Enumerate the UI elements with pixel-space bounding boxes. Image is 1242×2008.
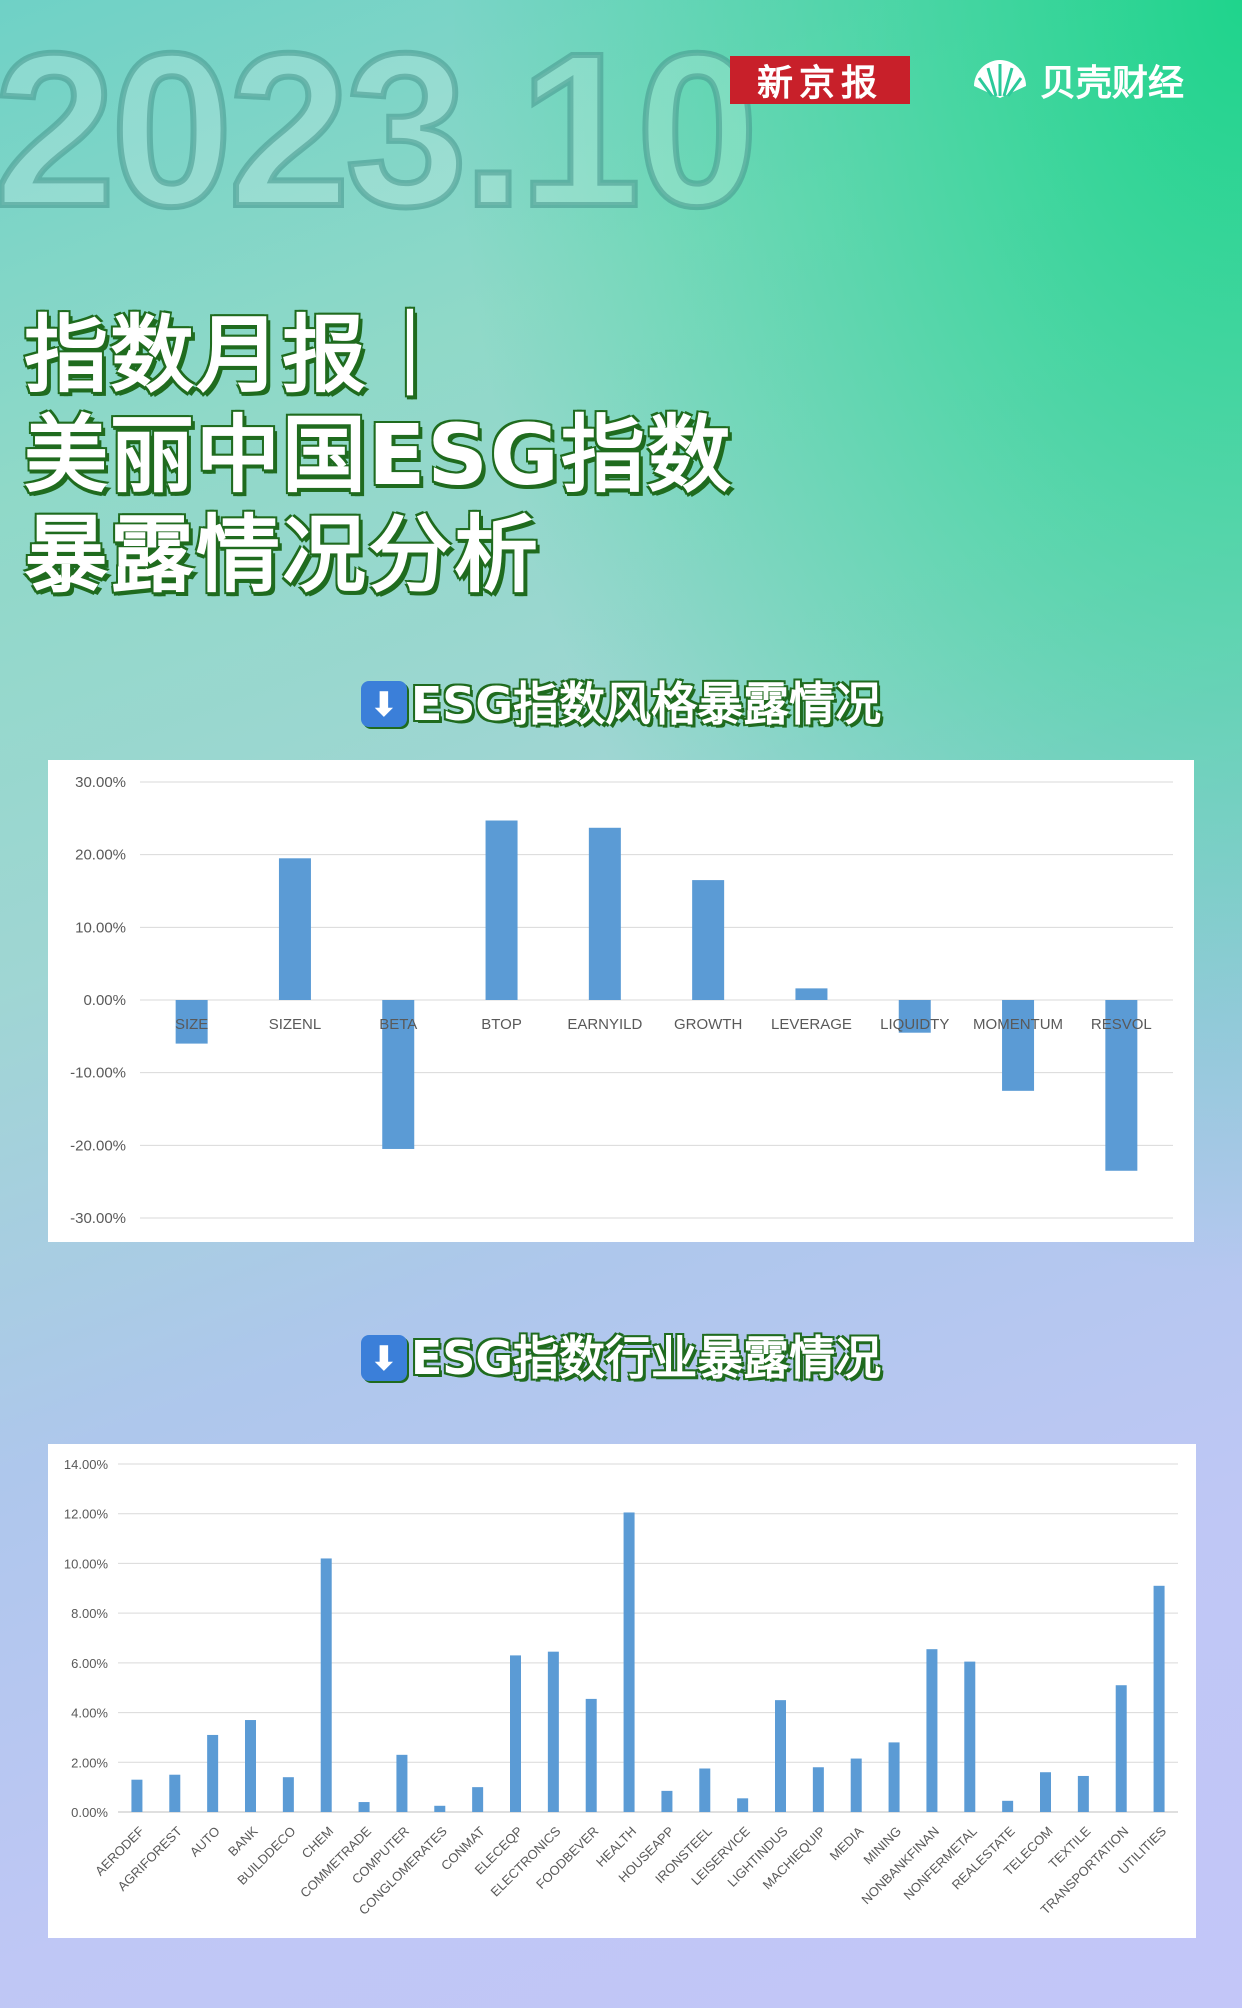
bar: [245, 1720, 256, 1812]
bar: [1115, 1685, 1127, 1812]
bar: [699, 1768, 711, 1812]
y-tick-label: -10.00%: [70, 1065, 126, 1082]
down-arrow-icon: ⬇: [360, 680, 407, 727]
xinjingbao-logo: 新京报: [730, 56, 910, 104]
bar: [1002, 1000, 1035, 1091]
style-heading-text: ESG指数风格暴露情况: [410, 677, 882, 731]
title-line-2: 美丽中国ESG指数: [24, 406, 733, 504]
bar: [926, 1649, 938, 1812]
y-tick-label: 2.00%: [71, 1755, 108, 1770]
bar: [547, 1651, 559, 1812]
bar: [396, 1754, 408, 1812]
x-category-label: BTOP: [481, 1016, 522, 1033]
x-category-label: GROWTH: [674, 1016, 742, 1033]
y-tick-label: 8.00%: [71, 1606, 108, 1621]
x-category-label: SIZENL: [269, 1016, 322, 1033]
x-category-label: LEVERAGE: [771, 1016, 852, 1033]
bar: [661, 1790, 673, 1812]
bar: [1153, 1585, 1165, 1812]
y-tick-label: 6.00%: [71, 1656, 108, 1671]
down-arrow-icon: ⬇: [360, 1334, 407, 1381]
x-category-label: AUTO: [187, 1824, 223, 1860]
y-tick-label: 4.00%: [71, 1706, 108, 1721]
title-line-3: 暴露情况分析: [24, 506, 541, 604]
y-tick-label: 30.00%: [75, 774, 126, 791]
industry-exposure-chart: 14.00% 12.00% 10.00% 8.00% 6.00% 4.00% 2.00% 0.…: [64, 1457, 1178, 1918]
bar: [888, 1742, 900, 1812]
y-tick-label: 14.00%: [64, 1457, 109, 1472]
x-category-label: RESVOL: [1091, 1016, 1152, 1033]
beike-logo-text: 贝壳财经: [1040, 63, 1185, 104]
bar: [812, 1767, 824, 1812]
year-watermark: 2023.10: [0, 9, 761, 252]
bar: [795, 988, 828, 1000]
x-category-label: BETA: [379, 1016, 417, 1033]
bar: [1077, 1775, 1089, 1812]
bar: [434, 1805, 446, 1812]
y-tick-label: 0.00%: [83, 992, 126, 1009]
bar: [1002, 1800, 1014, 1812]
bar: [320, 1558, 332, 1812]
shell-icon: [974, 60, 1026, 98]
page-title: 指数月报｜ 美丽中国ESG指数 暴露情况分析: [24, 305, 733, 605]
bar: [623, 1512, 635, 1812]
bar: [169, 1774, 181, 1812]
x-category-label: SIZE: [175, 1016, 208, 1033]
bar: [964, 1661, 976, 1812]
bar: [278, 858, 311, 1000]
bar: [472, 1787, 484, 1812]
y-tick-label: -30.00%: [70, 1210, 126, 1227]
bar: [775, 1700, 786, 1812]
bar: [1040, 1772, 1051, 1812]
x-category-label: LIQUIDTY: [880, 1016, 949, 1033]
bar: [692, 880, 725, 1000]
title-line-1: 指数月报｜: [24, 306, 455, 404]
bar: [207, 1734, 219, 1812]
bar: [737, 1798, 749, 1812]
style-chart-panel: 30.00% 20.00% 10.00% 0.00% -10.00% -20.00% -30…: [48, 760, 1194, 1242]
x-category-label: EARNYILD: [567, 1016, 642, 1033]
bar: [585, 1698, 597, 1812]
x-category-label: MOMENTUM: [973, 1016, 1063, 1033]
bar: [382, 1000, 415, 1149]
bar: [1105, 1000, 1138, 1171]
style-section-heading: ⬇ ESG指数风格暴露情况: [0, 668, 1242, 734]
y-tick-label: -20.00%: [70, 1137, 126, 1154]
style-exposure-chart: 30.00% 20.00% 10.00% 0.00% -10.00% -20.00% -30…: [70, 774, 1173, 1227]
industry-chart-panel: 14.00% 12.00% 10.00% 8.00% 6.00% 4.00% 2.00% 0.…: [48, 1444, 1196, 1938]
bar: [510, 1655, 521, 1812]
bar: [175, 1000, 208, 1044]
y-tick-label: 20.00%: [75, 847, 126, 864]
y-tick-label: 10.00%: [64, 1556, 109, 1571]
industry-heading-text: ESG指数行业暴露情况: [410, 1331, 882, 1385]
bar: [588, 827, 621, 1000]
bar: [850, 1758, 862, 1812]
bar: [898, 1000, 931, 1033]
beike-caijing-logo: 贝壳财经: [970, 52, 1184, 108]
bar: [485, 820, 518, 1000]
bar: [282, 1777, 294, 1812]
y-tick-label: 12.00%: [64, 1507, 109, 1522]
bar: [131, 1779, 143, 1812]
industry-section-heading: ⬇ ESG指数行业暴露情况: [0, 1322, 1242, 1388]
bar: [358, 1802, 370, 1812]
y-tick-label: 10.00%: [75, 919, 126, 936]
y-tick-label: 0.00%: [71, 1805, 108, 1820]
x-category-label: BANK: [225, 1823, 261, 1859]
